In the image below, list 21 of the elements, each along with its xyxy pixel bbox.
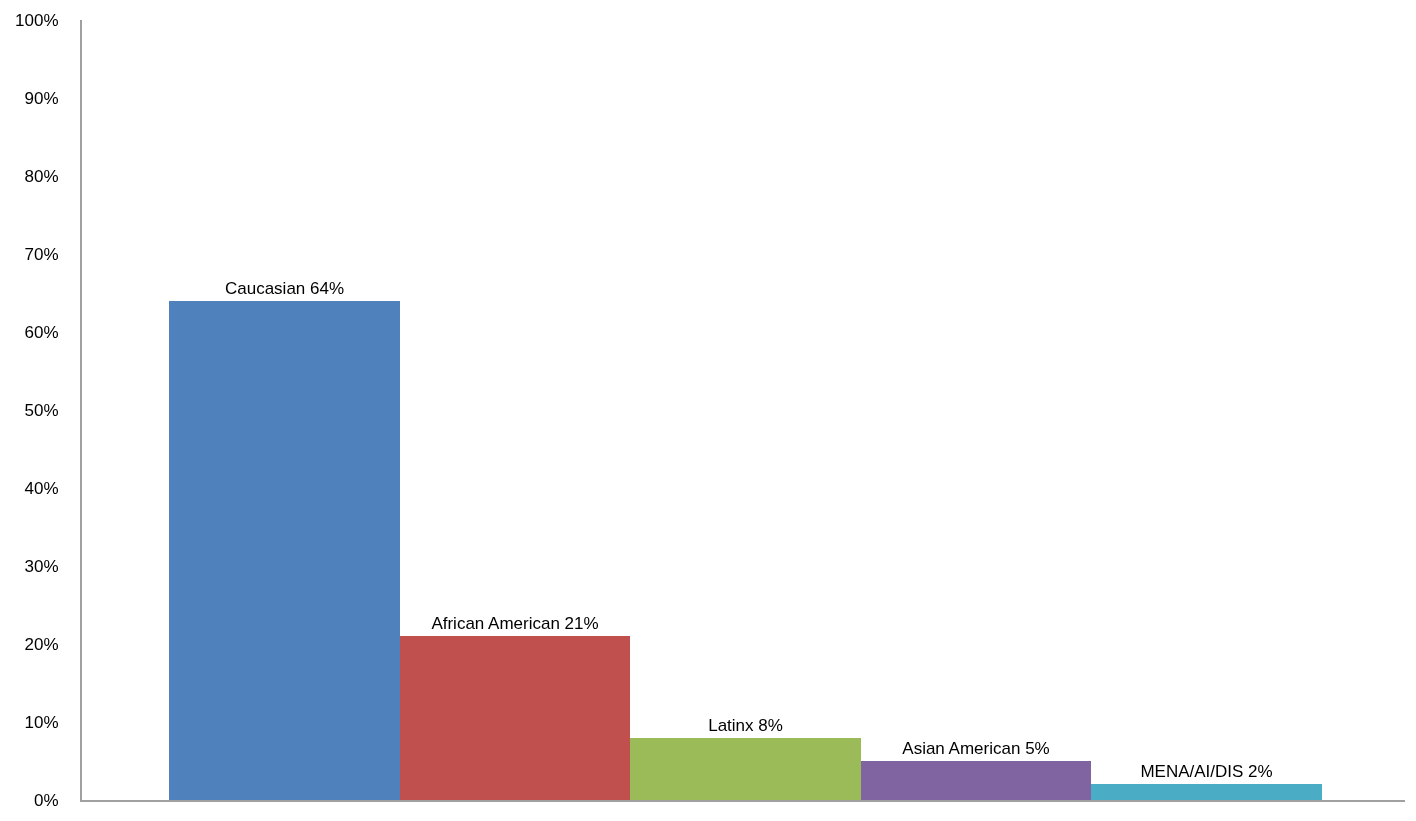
bar [169,301,400,800]
y-tick-label: 80% [24,166,59,186]
y-tick-label: 60% [24,322,59,342]
data-label: Asian American 5% [902,739,1050,758]
y-tick-label: 90% [24,88,59,108]
data-label: Caucasian 64% [224,279,345,298]
data-label: Latinx 8% [708,716,783,735]
y-tick-label: 40% [24,478,59,498]
y-tick-label: 50% [24,400,59,420]
data-label: African American 21% [431,614,599,633]
y-tick-label: 30% [24,556,59,576]
bar [630,738,861,800]
y-tick-label: 70% [24,244,59,264]
data-label: MENA/AI/DIS 2% [1140,762,1273,781]
y-tick-label: 100% [15,10,59,30]
bar [1091,784,1322,800]
y-tick-label: 20% [24,634,59,654]
y-tick-label: 10% [24,712,59,732]
bar [861,761,1091,800]
bar [400,636,630,800]
y-tick-label: 0% [34,790,59,810]
